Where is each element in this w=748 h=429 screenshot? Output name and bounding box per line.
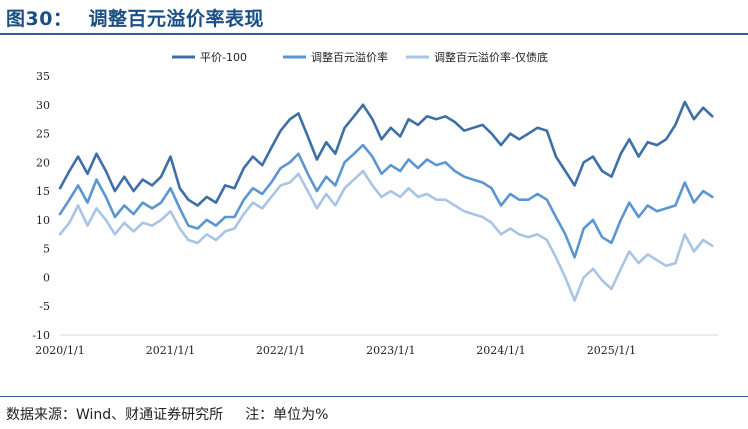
- y-tick-label: 20: [36, 156, 50, 169]
- series-line-3: [58, 169, 714, 302]
- figure-title: 图30： 调整百元溢价率表现: [6, 4, 264, 31]
- title-divider: [0, 33, 748, 35]
- unit-note: 注：单位为%: [245, 407, 329, 423]
- source-note: 数据来源：Wind、财通证券研究所 注：单位为%: [6, 404, 329, 424]
- line-chart: 平价-100 调整百元溢价率 调整百元溢价率-仅债底 35 30 25 20 15 10 5 0 -…: [32, 50, 718, 357]
- series-line-1: [58, 100, 714, 207]
- y-tick-label: 10: [36, 214, 50, 227]
- x-tick-label: 2024/1/1: [476, 344, 525, 357]
- y-tick-label: 5: [43, 243, 50, 256]
- x-tick-label: 2021/1/1: [146, 344, 195, 357]
- y-tick-label: -5: [39, 300, 50, 313]
- series-group: [58, 100, 714, 302]
- x-tick-label: 2022/1/1: [256, 344, 305, 357]
- x-tick-label: 2025/1/1: [587, 344, 636, 357]
- figure-label: 图30：: [6, 8, 73, 30]
- legend-label-3: 调整百元溢价率-仅债底: [434, 50, 548, 64]
- y-tick-label: 35: [36, 70, 50, 83]
- x-tick-label: 2023/1/1: [366, 344, 415, 357]
- source-text: 数据来源：Wind、财通证券研究所: [6, 407, 224, 423]
- x-tick-label: 2020/1/1: [35, 344, 84, 357]
- footer-divider: [0, 396, 748, 397]
- chart-title: 调整百元溢价率表现: [88, 8, 264, 30]
- legend-label-1: 平价-100: [200, 51, 247, 64]
- y-tick-label: 30: [36, 99, 50, 112]
- y-tick-label: 15: [36, 185, 50, 198]
- y-axis: 35 30 25 20 15 10 5 0 -5 -10: [32, 70, 50, 342]
- x-axis: 2020/1/1 2021/1/1 2022/1/1 2023/1/1 2024/1/1…: [35, 334, 718, 357]
- y-tick-label: -10: [32, 329, 50, 342]
- series-line-2: [58, 143, 714, 259]
- y-tick-label: 25: [36, 128, 50, 141]
- legend-label-2: 调整百元溢价率: [311, 50, 388, 64]
- chart-legend: 平价-100 调整百元溢价率 调整百元溢价率-仅债底: [172, 50, 548, 64]
- y-tick-label: 0: [43, 271, 50, 284]
